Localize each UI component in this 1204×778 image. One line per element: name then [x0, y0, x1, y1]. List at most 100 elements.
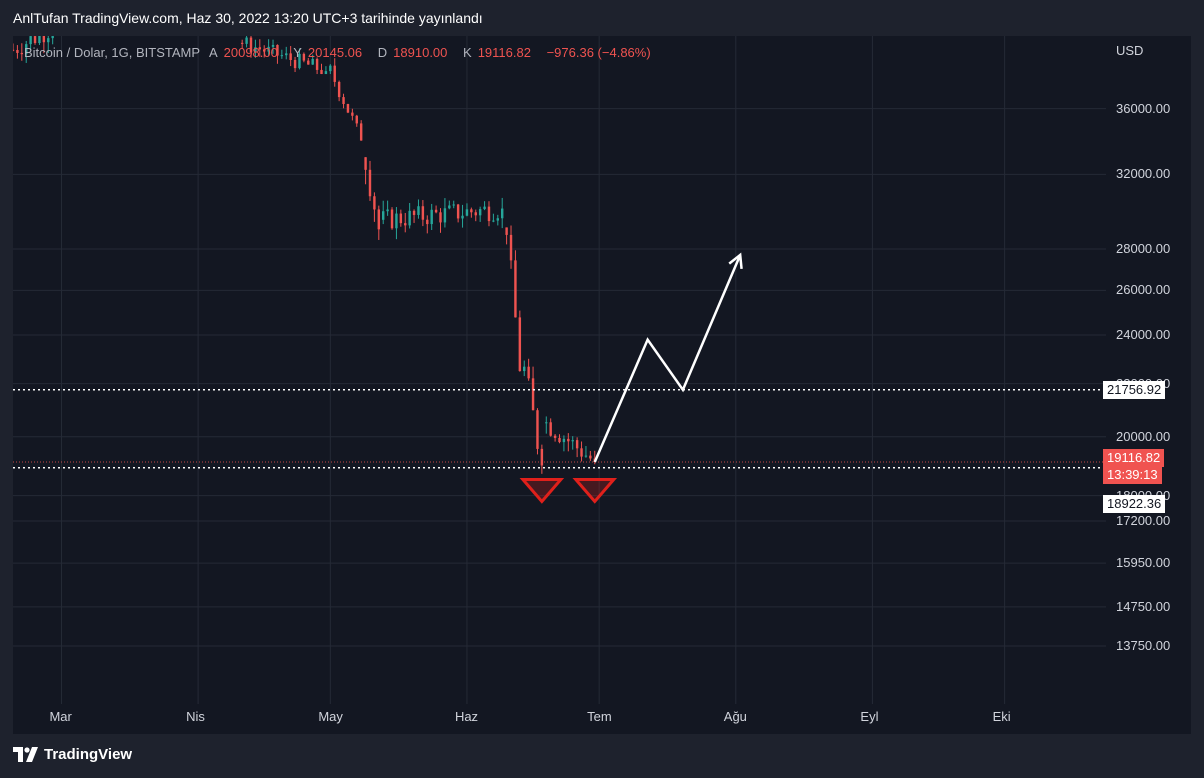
price-tick-label: 28000.00 — [1116, 240, 1171, 256]
candle-body — [531, 378, 535, 411]
candle-body — [487, 206, 491, 222]
tradingview-logo[interactable]: TradingView — [13, 746, 132, 763]
candle-body — [589, 455, 592, 459]
candle-body — [307, 60, 310, 65]
candlestick-chart — [13, 36, 1106, 704]
candle-body — [329, 65, 332, 72]
candle-body — [430, 209, 433, 225]
resistance-price-tag: 21756.92 — [1103, 380, 1166, 399]
candle-body — [20, 52, 24, 55]
countdown-tag: 13:39:13 — [1103, 466, 1162, 485]
time-tick-label: Tem — [587, 709, 612, 724]
candle-body — [448, 205, 451, 209]
candle-body — [571, 440, 574, 442]
time-tick-label: Haz — [454, 709, 479, 724]
time-tick-label: May — [318, 709, 343, 724]
chart-legend: Bitcoin / Dolar, 1G, BITSTAMP A 20098.00 … — [24, 45, 657, 60]
candle-body — [395, 213, 398, 229]
candle-body — [13, 49, 15, 51]
candle-body — [25, 44, 28, 55]
candle-body — [324, 71, 328, 75]
price-tick-label: 36000.00 — [1116, 100, 1171, 116]
bottom-marker-triangle — [572, 477, 618, 504]
legend-close-label: K — [463, 45, 472, 60]
time-tick-label: Mar — [49, 709, 72, 724]
time-tick-label: Eyl — [860, 709, 879, 724]
price-tick-label: 13750.00 — [1116, 638, 1171, 654]
candle-body — [368, 169, 372, 197]
legend-change: −976.36 (−4.86%) — [546, 45, 651, 60]
candle-body — [42, 36, 46, 43]
candle-body — [584, 455, 588, 457]
candle-body — [408, 210, 411, 226]
candle-body — [381, 211, 385, 220]
legend-open-value: 20098.00 — [223, 45, 278, 60]
candle-body — [280, 55, 284, 57]
candle-body — [549, 422, 552, 436]
bottom-marker-triangle — [519, 477, 565, 504]
legend-low-value: 18910.00 — [393, 45, 448, 60]
projection-arrowhead — [728, 252, 743, 270]
candle-body — [492, 220, 495, 222]
time-tick-label: Nis — [186, 709, 205, 724]
candle-body — [456, 204, 460, 219]
candle-body — [580, 448, 583, 457]
candle-body — [474, 212, 477, 216]
chart-area[interactable] — [13, 36, 1106, 734]
candle-body — [523, 366, 526, 372]
candle-body — [505, 227, 508, 235]
candle-body — [496, 218, 500, 221]
candle-body — [258, 47, 262, 50]
legend-symbol: Bitcoin / Dolar, 1G, BITSTAMP — [24, 45, 201, 60]
candle-body — [518, 317, 522, 372]
publish-info: AnlTufan TradingView.com, Haz 30, 2022 1… — [13, 10, 483, 26]
candle-body — [452, 204, 455, 206]
candle-body — [536, 410, 539, 449]
legend-open-label: A — [208, 45, 218, 60]
support-price-tag: 18922.36 — [1103, 494, 1166, 513]
time-tick-label: Ağu — [723, 709, 747, 724]
time-axis[interactable] — [13, 704, 1106, 734]
candle-body — [558, 437, 561, 443]
candle-body — [342, 97, 345, 105]
candle-body — [562, 438, 566, 443]
candle-body — [311, 58, 314, 65]
projection-path — [593, 254, 742, 463]
candle-body — [443, 208, 447, 223]
candle-body — [276, 44, 279, 56]
time-tick-label: Eki — [992, 709, 1011, 724]
price-tick-label: 26000.00 — [1116, 282, 1171, 298]
price-tick-label: 17200.00 — [1116, 513, 1171, 529]
tradingview-logo-icon — [13, 746, 38, 762]
header-bar: AnlTufan TradingView.com, Haz 30, 2022 1… — [0, 0, 1204, 36]
candle-body — [575, 440, 579, 449]
candle-body — [51, 36, 54, 39]
candle-body — [351, 112, 354, 116]
candle-body — [470, 209, 473, 213]
price-tick-label: 14750.00 — [1116, 598, 1171, 614]
candle-body — [514, 260, 517, 318]
candle-body — [373, 196, 376, 210]
tradingview-logo-text: TradingView — [44, 746, 133, 763]
legend-high-label: Y — [293, 45, 302, 60]
candle-body — [33, 36, 37, 44]
candle-body — [337, 81, 341, 98]
candle-body — [390, 209, 394, 229]
candle-body — [377, 209, 381, 230]
candle-body — [315, 58, 319, 70]
candle-body — [509, 234, 513, 261]
candle-body — [47, 38, 50, 43]
candle-body — [245, 37, 248, 44]
price-tick-label: 20000.00 — [1116, 428, 1171, 444]
candle-body — [399, 213, 403, 224]
candle-body — [483, 206, 486, 210]
price-tick-label: 24000.00 — [1116, 327, 1171, 342]
candle-body — [298, 53, 301, 69]
price-tick-label: 15950.00 — [1116, 555, 1171, 571]
last-price-tag: 19116.82 — [1103, 449, 1165, 468]
candle-body — [461, 215, 464, 219]
footer-bar — [0, 734, 1204, 778]
candle-body — [527, 366, 530, 379]
candle-body — [346, 104, 350, 113]
candle-body — [289, 53, 292, 60]
